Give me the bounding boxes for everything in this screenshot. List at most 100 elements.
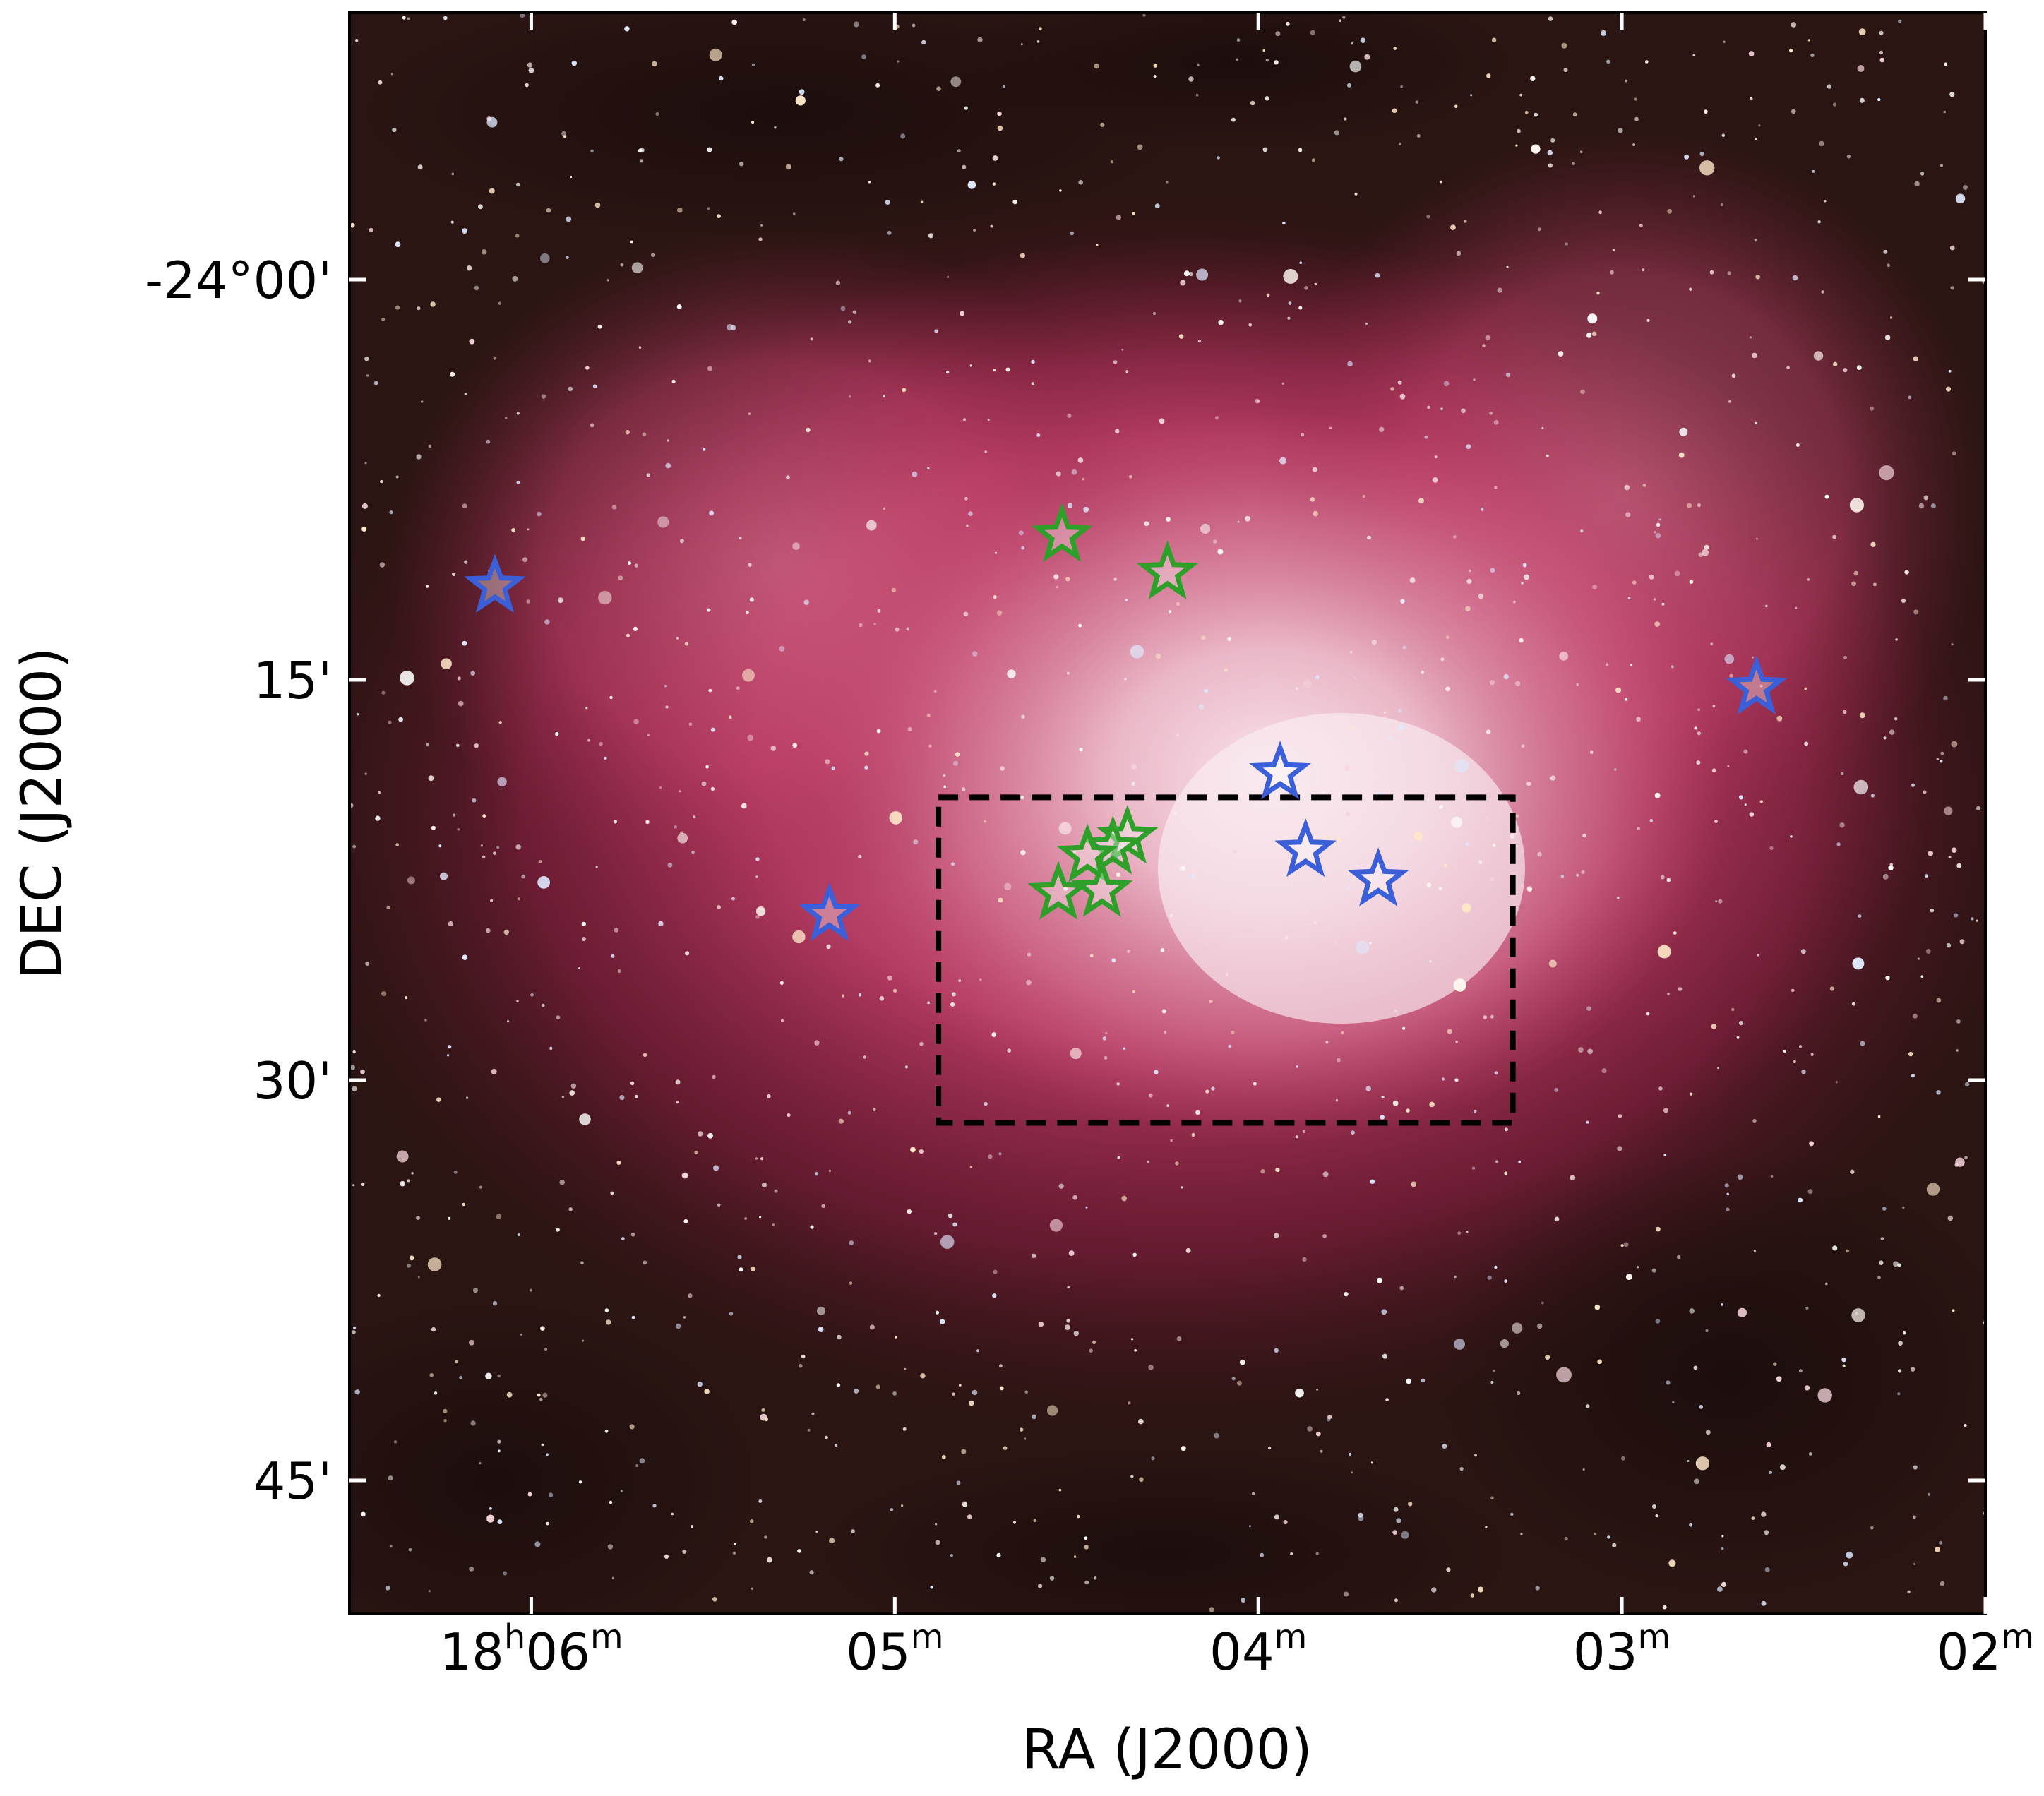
field-star <box>1154 203 1160 209</box>
field-star <box>1298 306 1303 310</box>
field-star <box>1078 623 1082 628</box>
field-star <box>792 542 800 550</box>
field-star <box>1850 1169 1855 1174</box>
field-star <box>797 1549 801 1553</box>
field-star <box>1851 581 1856 587</box>
star-marker <box>1347 847 1410 906</box>
field-star <box>1399 393 1406 400</box>
field-star <box>1195 1110 1200 1115</box>
field-star <box>1913 356 1918 361</box>
field-star <box>1769 846 1774 850</box>
field-star <box>1693 1365 1698 1370</box>
field-star <box>1439 805 1443 809</box>
field-star <box>569 1090 575 1096</box>
field-star <box>1038 1584 1043 1588</box>
field-star <box>1288 301 1292 305</box>
field-star <box>1281 382 1285 385</box>
field-star <box>361 526 367 532</box>
field-star <box>1445 635 1450 640</box>
field-star <box>1843 655 1847 659</box>
field-star <box>1124 678 1127 681</box>
field-star <box>389 1545 393 1548</box>
field-star <box>751 1587 754 1590</box>
field-star <box>613 820 617 824</box>
field-star <box>779 645 785 652</box>
field-star <box>995 551 997 554</box>
field-star <box>1003 1446 1008 1450</box>
field-star <box>1389 736 1392 740</box>
field-star <box>1111 958 1116 963</box>
field-star <box>1807 39 1810 42</box>
x-tick-label: 02m <box>1937 1617 2034 1682</box>
field-star <box>1671 665 1674 669</box>
field-star <box>1534 112 1538 117</box>
field-star <box>1748 51 1755 56</box>
field-star <box>1645 60 1649 64</box>
field-star <box>953 760 958 766</box>
field-star <box>1058 1183 1064 1189</box>
field-star <box>1853 779 1869 795</box>
field-star <box>1943 695 1948 701</box>
field-star <box>1723 40 1726 43</box>
field-star <box>993 595 997 599</box>
field-star <box>1456 251 1462 256</box>
field-star <box>568 1207 573 1211</box>
field-star <box>1598 210 1603 215</box>
field-star <box>799 1363 803 1368</box>
field-star <box>1692 195 1696 198</box>
field-star <box>1408 1502 1413 1507</box>
field-star <box>1398 708 1402 713</box>
field-star <box>1170 1139 1173 1142</box>
field-star <box>1236 38 1241 42</box>
field-star <box>1618 128 1623 133</box>
field-star <box>1441 1077 1445 1081</box>
field-star <box>1191 1132 1195 1137</box>
field-star <box>1497 287 1502 293</box>
field-star <box>1914 181 1920 187</box>
field-star <box>1809 1141 1815 1147</box>
field-star <box>570 175 573 179</box>
field-star <box>1007 1048 1012 1053</box>
field-star <box>481 249 487 255</box>
field-star <box>1089 1348 1093 1353</box>
field-star <box>1964 1082 1970 1087</box>
field-star <box>1381 801 1384 804</box>
field-star <box>1783 1050 1787 1053</box>
field-star <box>1166 180 1169 184</box>
field-star <box>991 1032 997 1037</box>
field-star <box>685 951 690 956</box>
field-star <box>1805 1306 1809 1310</box>
field-star <box>1094 63 1099 69</box>
field-star <box>684 642 689 646</box>
field-star <box>1260 1168 1265 1174</box>
field-star <box>979 978 982 981</box>
field-star <box>451 572 456 577</box>
field-star <box>1307 1426 1313 1432</box>
field-star <box>1364 54 1370 60</box>
field-star <box>1678 452 1685 458</box>
field-star <box>527 62 533 68</box>
field-star <box>1325 1041 1329 1044</box>
field-star <box>1275 1168 1280 1173</box>
field-star <box>950 1002 955 1007</box>
field-star <box>522 557 527 563</box>
field-star <box>352 1050 356 1054</box>
field-star <box>1176 1336 1182 1341</box>
field-star <box>1438 886 1442 891</box>
field-star <box>1429 960 1432 963</box>
field-star <box>529 1288 533 1292</box>
field-star <box>781 1019 784 1022</box>
field-star <box>747 734 754 741</box>
field-star <box>1298 148 1303 152</box>
field-star <box>920 200 924 204</box>
field-star <box>1576 873 1579 877</box>
field-star <box>629 1424 635 1430</box>
field-star <box>977 37 983 43</box>
field-star <box>683 1316 686 1319</box>
field-star <box>693 815 696 819</box>
field-star <box>634 1094 638 1098</box>
field-star <box>1550 138 1555 143</box>
field-star <box>1415 100 1419 104</box>
axis-ticks <box>349 13 1988 1614</box>
field-star <box>1349 1452 1352 1456</box>
